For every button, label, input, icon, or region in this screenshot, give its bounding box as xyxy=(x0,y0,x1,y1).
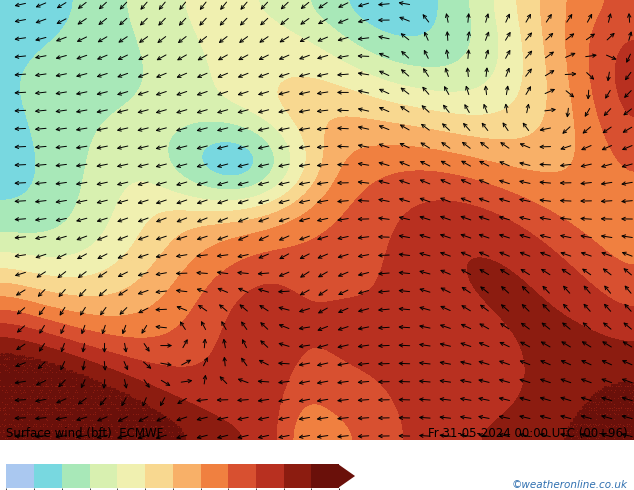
Polygon shape xyxy=(338,464,355,488)
Text: Fr 31-05-2024 00:00 UTC (00+96): Fr 31-05-2024 00:00 UTC (00+96) xyxy=(428,426,628,440)
Text: Surface wind (bft)  ECMWF: Surface wind (bft) ECMWF xyxy=(6,426,164,440)
Text: ©weatheronline.co.uk: ©weatheronline.co.uk xyxy=(512,480,628,490)
